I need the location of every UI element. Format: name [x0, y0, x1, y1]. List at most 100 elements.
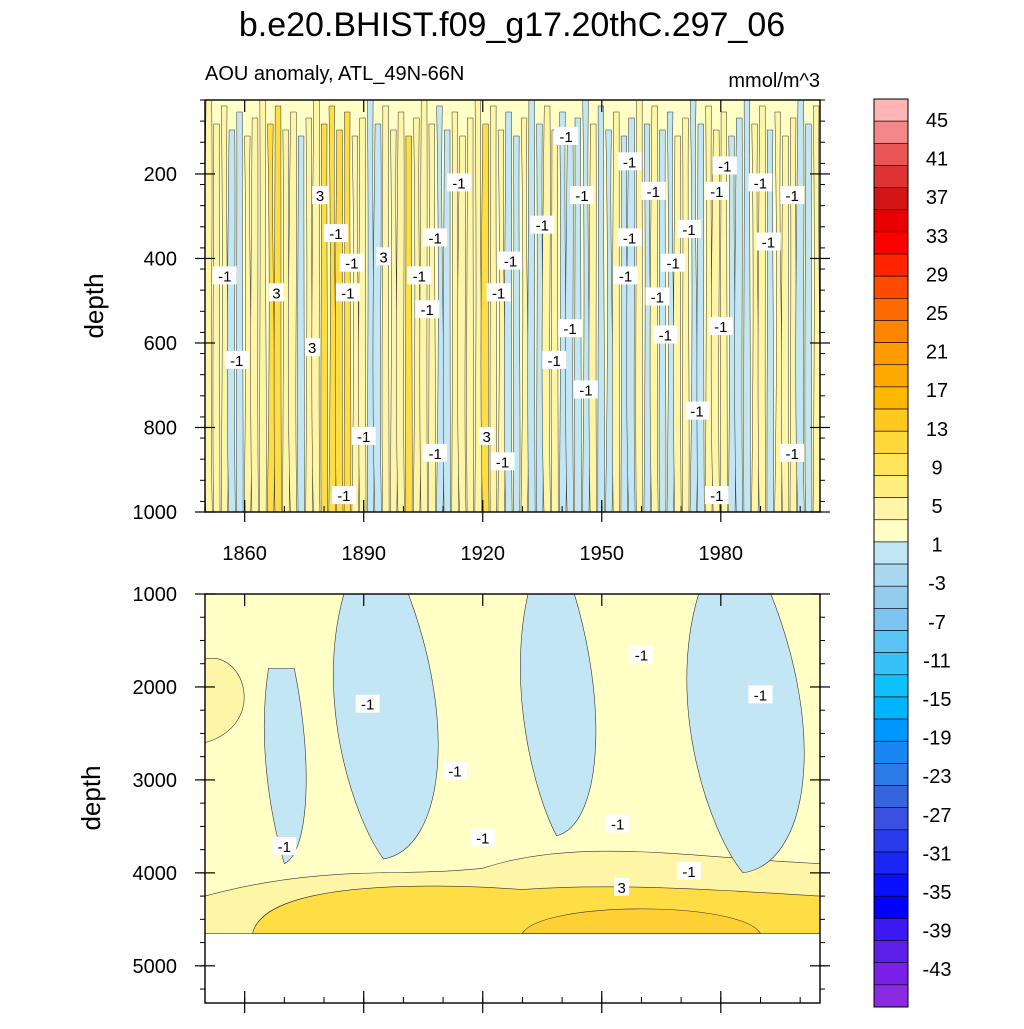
- top-anomaly-cell: [381, 105, 390, 512]
- top-anomaly-cell: [267, 123, 276, 512]
- top-contour-label-bg: [351, 426, 376, 445]
- top-anomaly-cell: [320, 123, 328, 512]
- top-contour-label-bg: [304, 338, 320, 357]
- colorbar-label: 5: [931, 496, 942, 518]
- colorbar-swatch: [873, 563, 909, 587]
- colorbar-swatch: [873, 608, 909, 631]
- chart-title: b.e20.BHIST.f09_g17.20thC.297_06: [239, 6, 785, 44]
- top-anomaly-cell: [626, 117, 636, 512]
- top-contour-label-bg: [312, 186, 328, 205]
- top-panel: 1860 1890 1920 1950 1980 200 400 600 800 1000 -1 -1…: [133, 99, 830, 565]
- bottom-contour-label-bg: [605, 814, 630, 833]
- top-contour-label-bg: [479, 426, 495, 445]
- colorbar-label: -15: [923, 689, 952, 711]
- colorbar-swatch: [873, 895, 909, 919]
- top-contour-label: 3: [379, 249, 387, 266]
- bottom-left-patch: [205, 658, 245, 744]
- top-anomaly-cell: [372, 123, 382, 512]
- colorbar-label: -43: [923, 959, 952, 981]
- top-y-tick-label: 800: [144, 417, 177, 439]
- top-contour-label: -1: [536, 218, 549, 235]
- top-contour-label: -1: [579, 382, 592, 399]
- top-contour-label-bg: [486, 283, 511, 302]
- top-anomaly-cell: [466, 117, 474, 512]
- chart-units: mmol/m^3: [728, 70, 820, 92]
- top-anomaly-cell: [390, 129, 398, 512]
- colorbar-swatch: [873, 740, 909, 764]
- top-anomaly-cell: [405, 135, 413, 512]
- top-anomaly-cell: [696, 123, 705, 512]
- bottom-y-tick-label: 5000: [133, 956, 178, 978]
- top-anomaly-cell: [649, 105, 659, 512]
- top-contour-label: -1: [563, 321, 576, 338]
- top-y-tick-label: 1000: [133, 502, 178, 524]
- top-anomaly-cell: [658, 129, 667, 512]
- top-contour-label-bg: [708, 317, 733, 336]
- top-anomaly-cell: [812, 105, 820, 512]
- bottom-contour-label-bg: [629, 645, 654, 664]
- top-contour-label-bg: [677, 219, 702, 238]
- colorbar: 45 41 37 33 29 25 21 17 13 9 5 1 -3 -7 -11 -15 -19 -23 -27…: [873, 98, 952, 1008]
- top-x-tick-label: 1980: [699, 543, 744, 565]
- bottom-contour-label: -1: [361, 697, 374, 714]
- top-contour-label: -1: [623, 154, 636, 171]
- colorbar-label: 25: [926, 303, 948, 325]
- colorbar-frame: [873, 98, 909, 1008]
- top-anomaly-cell: [804, 123, 813, 512]
- top-x-tick-label: 1890: [341, 543, 386, 565]
- top-contour-label: -1: [710, 184, 723, 201]
- colorbar-swatch: [873, 718, 909, 742]
- top-anomaly-cell: [720, 111, 728, 512]
- top-contour-label-bg: [704, 181, 729, 200]
- top-contour-label-bg: [498, 251, 523, 270]
- top-anomaly-cell: [205, 100, 213, 512]
- top-contour-label: -1: [623, 230, 636, 247]
- bottom-y-tick-label: 3000: [133, 770, 178, 792]
- top-contour-label-bg: [780, 443, 805, 462]
- top-contour-label-bg: [661, 253, 686, 272]
- top-y-tick-label: 600: [144, 333, 177, 355]
- bottom-negative-tongue: [520, 594, 597, 837]
- top-contour-label: -1: [619, 268, 632, 285]
- top-anomaly-cell: [236, 111, 244, 512]
- bottom-contour-label-bg: [614, 877, 630, 896]
- colorbar-swatch: [873, 187, 909, 211]
- top-contour-label-bg: [542, 350, 567, 369]
- colorbar-swatch: [873, 320, 909, 343]
- colorbar-label: -39: [923, 921, 952, 943]
- colorbar-label: -3: [928, 573, 946, 595]
- top-anomaly-cell: [673, 135, 682, 512]
- bottom-contour-label-bg: [748, 685, 773, 704]
- top-y-tick-label: 200: [144, 164, 177, 186]
- top-anomaly-cell: [781, 135, 790, 512]
- top-anomaly-cell: [305, 117, 314, 512]
- top-contour-label-bg: [617, 228, 642, 247]
- colorbar-swatch: [873, 541, 909, 565]
- top-anomaly-cell: [297, 135, 305, 512]
- colorbar-label: -19: [923, 728, 952, 750]
- chart-subtitle: AOU anomaly, ATL_49N-66N: [205, 63, 464, 85]
- top-anomaly-cell: [734, 117, 743, 512]
- top-contour-label: -1: [714, 319, 727, 336]
- top-anomaly-cell: [612, 111, 620, 512]
- colorbar-swatch: [873, 652, 909, 676]
- top-contour-label-bg: [423, 443, 448, 462]
- colorbar-label: -11: [923, 650, 950, 672]
- top-anomaly-cell: [588, 123, 597, 512]
- colorbar-swatch: [873, 585, 909, 609]
- top-anomaly-cell: [212, 123, 221, 512]
- top-contour-label-bg: [704, 486, 729, 505]
- colorbar-swatch: [873, 298, 909, 321]
- colorbar-swatch: [873, 342, 909, 366]
- colorbar-swatch: [873, 275, 909, 299]
- top-anomaly-cell: [311, 100, 321, 512]
- top-contour-label: -1: [337, 488, 350, 505]
- bottom-contour-label: -1: [611, 817, 624, 834]
- top-contour-label-bg: [780, 186, 805, 205]
- top-contour-label: -1: [428, 446, 441, 463]
- top-contour-label-bg: [756, 232, 781, 251]
- colorbar-swatch: [873, 630, 909, 653]
- colorbar-swatch: [873, 763, 909, 786]
